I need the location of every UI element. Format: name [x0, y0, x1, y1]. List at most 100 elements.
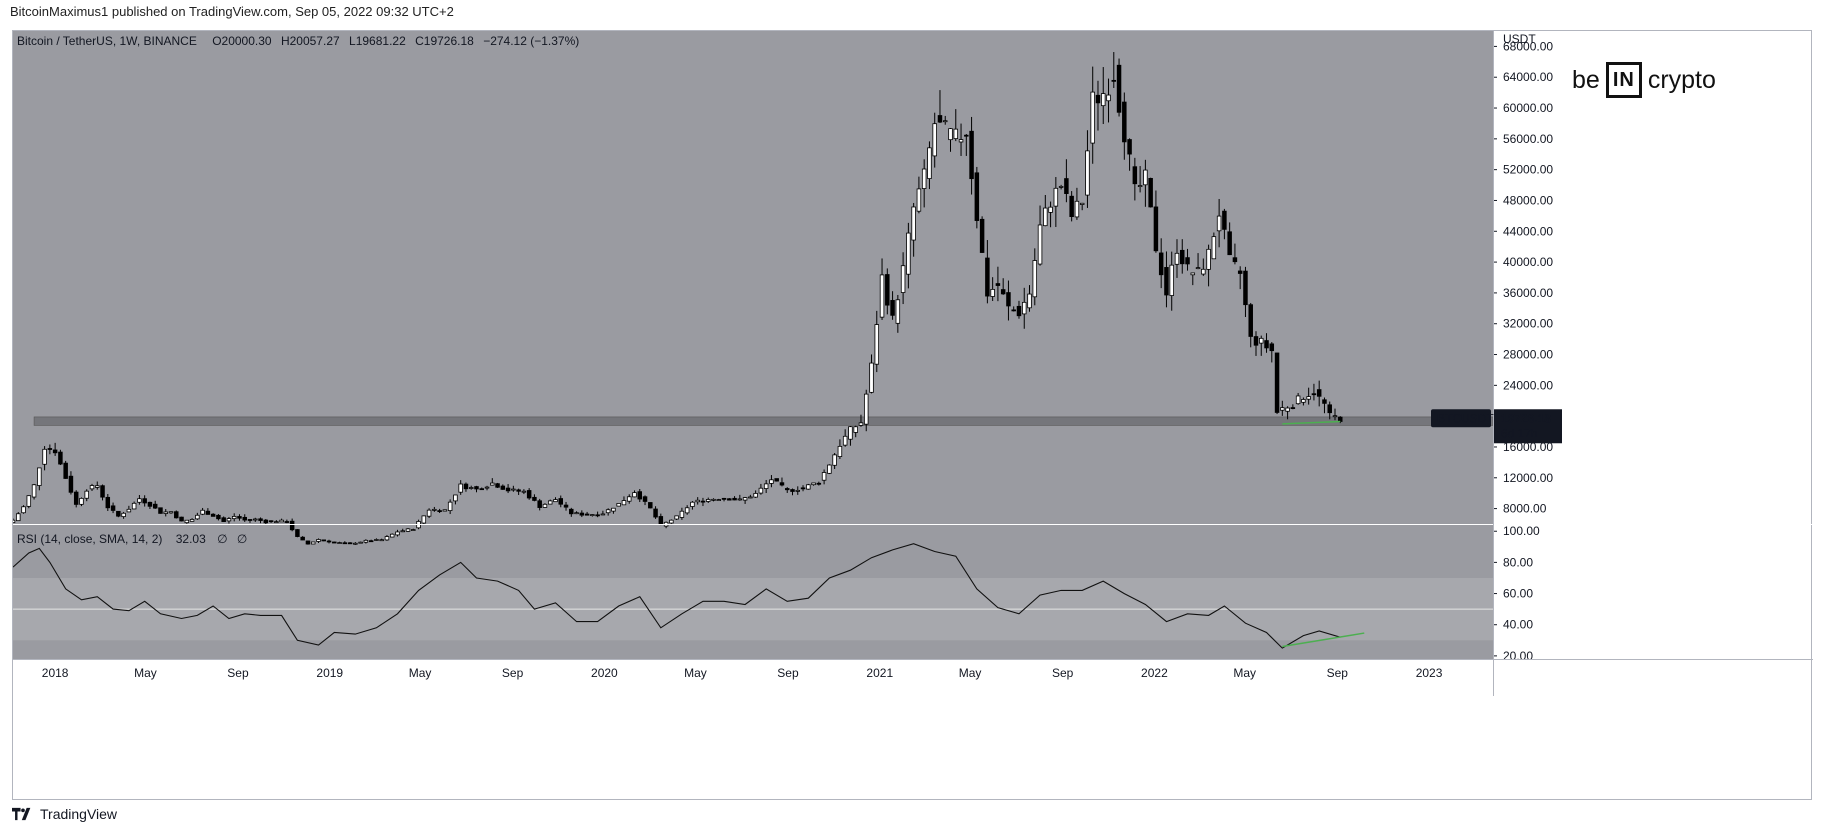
- candle-body: [584, 513, 590, 516]
- candle-body: [268, 520, 274, 523]
- candle-body: [442, 509, 448, 512]
- price-tick-label: 12000.00: [1503, 471, 1553, 485]
- candle-body: [79, 497, 84, 505]
- candle-body: [95, 485, 100, 488]
- time-axis[interactable]: 2018 May Sep 2019 May Sep 2020 May Sep 2021 May Sep…: [42, 666, 1443, 680]
- rsi-trendline[interactable]: [1282, 632, 1365, 648]
- candle-body: [921, 168, 927, 189]
- tradingview-logo-icon: [12, 807, 31, 821]
- candle-body: [1053, 187, 1059, 207]
- candle-body: [26, 495, 32, 507]
- candle-body: [121, 512, 126, 518]
- candle-body: [463, 483, 469, 490]
- candle-body: [742, 497, 748, 501]
- candle-body: [558, 498, 564, 505]
- candle-body: [1116, 64, 1122, 113]
- candle-body: [842, 435, 848, 446]
- candle-body: [1248, 304, 1253, 337]
- time-tick-label: May: [1233, 666, 1256, 680]
- support-zone[interactable]: [33, 416, 1494, 426]
- candle-body: [769, 479, 774, 484]
- candle-body: [347, 542, 353, 545]
- candle-body: [911, 206, 916, 241]
- candle-body: [885, 274, 890, 306]
- candle-body: [1253, 336, 1259, 346]
- candle-body: [674, 515, 679, 520]
- candle-body: [1295, 395, 1301, 405]
- candle-body: [1185, 257, 1190, 265]
- brand-box: IN: [1605, 62, 1642, 98]
- candle-body: [242, 516, 247, 521]
- candle-body: [695, 499, 700, 503]
- price-tick-label: 64000.00: [1503, 70, 1553, 84]
- rsi-legend[interactable]: RSI (14, close, SMA, 14, 2) 32.03 ∅ ∅: [17, 532, 247, 546]
- price-trendline[interactable]: [1282, 420, 1341, 425]
- candle-body: [790, 489, 795, 492]
- rsi-tick-label: 60.00: [1503, 587, 1533, 601]
- candle-body: [784, 488, 790, 491]
- candle-body: [1201, 268, 1206, 275]
- price-tick-label: 32000.00: [1503, 317, 1553, 331]
- candle-body: [1259, 337, 1264, 344]
- change-value: −274.12 (−1.37%): [483, 34, 579, 48]
- candle-body: [289, 520, 295, 531]
- candle-body: [779, 482, 785, 486]
- candle-body: [474, 486, 479, 490]
- price-tick-label: 40000.00: [1503, 255, 1553, 269]
- candle-body: [147, 501, 153, 507]
- candle-body: [1274, 352, 1280, 413]
- candle-body: [1143, 169, 1148, 186]
- candle-body: [279, 519, 284, 523]
- price-tick-label: 60000.00: [1503, 101, 1553, 115]
- candle-body: [447, 501, 453, 512]
- candle-body: [1090, 91, 1095, 144]
- candle-body: [1064, 178, 1069, 194]
- candle-body: [1132, 166, 1138, 185]
- rsi-axis[interactable]: 100.00 80.00 60.00 40.00 20.00: [1493, 524, 1540, 663]
- candle-body: [916, 188, 922, 212]
- candle-body: [421, 515, 427, 524]
- candle-body: [937, 115, 943, 123]
- candle-body: [953, 128, 959, 140]
- candle-body: [900, 265, 906, 293]
- open-value: 20000.30: [222, 34, 272, 48]
- brand-box-text: IN: [1612, 68, 1635, 91]
- close-value: 19726.18: [424, 34, 474, 48]
- candle-body: [126, 508, 132, 513]
- candle-body: [737, 498, 743, 501]
- candle-body: [684, 507, 690, 514]
- candle-body: [669, 519, 674, 524]
- candle-body: [110, 505, 116, 511]
- candle-body: [553, 499, 558, 503]
- candle-body: [68, 475, 74, 493]
- candle-body: [1027, 293, 1032, 309]
- time-tick-label: May: [409, 666, 432, 680]
- price-tag[interactable]: BTCUSDT 19726.18 6d 17h: [1431, 409, 1562, 444]
- candle-body: [411, 529, 416, 531]
- candle-body: [237, 516, 242, 519]
- candle-body: [342, 542, 348, 545]
- low-label: L: [349, 34, 356, 48]
- candle-body: [658, 516, 664, 525]
- candle-body: [711, 498, 716, 501]
- candle-body: [1222, 210, 1227, 230]
- candle-body: [389, 533, 395, 538]
- candle-body: [337, 542, 342, 544]
- legend-row[interactable]: Bitcoin / TetherUS, 1W, BINANCE O20000.3…: [17, 34, 579, 48]
- candle-body: [505, 487, 511, 492]
- candle-body: [595, 514, 600, 517]
- price-axis[interactable]: 68000.00 64000.00 60000.00 56000.00 52000.00…: [1493, 39, 1553, 516]
- candle-body: [58, 451, 63, 465]
- candle-body: [795, 489, 801, 492]
- candle-body: [1137, 185, 1143, 187]
- candle-body: [1169, 264, 1174, 296]
- candle-body: [574, 512, 579, 515]
- rsi-tick-label: 40.00: [1503, 618, 1533, 632]
- candle-body: [484, 486, 490, 489]
- candle-body: [1306, 396, 1311, 400]
- chart-canvas[interactable]: 2018 May Sep 2019 May Sep 2020 May Sep 2021 May Sep…: [13, 31, 1813, 801]
- tradingview-footer[interactable]: TradingView: [12, 806, 117, 822]
- tradingview-logo-text: TradingView: [40, 806, 118, 822]
- candle-body: [516, 489, 521, 492]
- candle-body: [37, 467, 42, 486]
